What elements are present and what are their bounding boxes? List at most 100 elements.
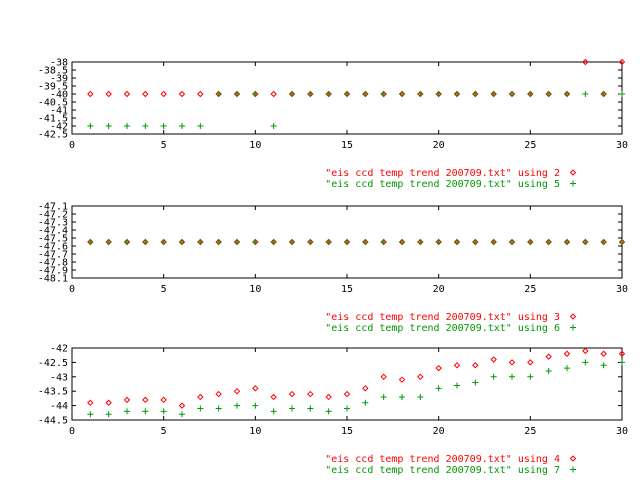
- data-point-plus: [564, 365, 570, 372]
- data-point-plus: [234, 91, 240, 97]
- data-point-plus: [490, 239, 497, 245]
- data-point-plus: [472, 239, 479, 245]
- y-tick-label: -42: [50, 344, 68, 355]
- data-point-diamond: [87, 90, 94, 98]
- data-point-plus: [564, 91, 570, 97]
- data-point-plus: [435, 91, 442, 97]
- data-point-plus: [124, 123, 130, 129]
- data-point-plus: [545, 368, 552, 375]
- legend-entry-label: "eis ccd temp trend 200709.txt" using 4: [325, 454, 560, 465]
- data-point-diamond: [160, 90, 167, 98]
- data-point-plus: [472, 379, 479, 386]
- data-point-plus: [527, 91, 534, 97]
- data-point-diamond: [123, 90, 131, 98]
- x-tick-label: 10: [249, 426, 261, 437]
- y-tick-label: -42: [50, 122, 68, 133]
- y-tick-label: -41: [50, 106, 68, 117]
- data-point-diamond: [472, 362, 479, 369]
- data-point-plus: [179, 239, 185, 245]
- data-point-diamond: [160, 396, 167, 404]
- data-point-plus: [160, 239, 167, 245]
- x-tick-label: 0: [69, 284, 75, 295]
- data-point-plus: [545, 91, 552, 97]
- x-tick-label: 30: [616, 426, 628, 437]
- data-point-plus: [490, 373, 497, 380]
- data-point-plus: [472, 91, 479, 97]
- data-point-diamond: [618, 58, 626, 66]
- data-point-diamond: [582, 58, 589, 66]
- data-point-plus: [600, 91, 607, 97]
- series-1: [87, 347, 626, 409]
- data-point-diamond: [545, 353, 552, 360]
- data-point-plus: [160, 123, 167, 129]
- y-tick-label: -44: [50, 401, 68, 412]
- data-point-plus: [417, 239, 424, 245]
- data-point-plus: [307, 239, 314, 245]
- legend-marker-plus: [570, 180, 576, 187]
- legend-entry-label: "eis ccd temp trend 200709.txt" using 2: [325, 168, 560, 179]
- y-tick-label: -47.9: [38, 266, 68, 277]
- data-point-plus: [234, 402, 240, 409]
- y-tick-label: -44.5: [38, 416, 68, 427]
- y-tick-label: -47.7: [38, 250, 68, 261]
- x-tick-label: 10: [249, 140, 261, 151]
- y-tick-label: -41.5: [38, 114, 68, 125]
- data-point-plus: [197, 239, 204, 245]
- data-point-plus: [124, 408, 130, 415]
- data-point-diamond: [380, 373, 387, 381]
- x-tick-label: 20: [433, 426, 445, 437]
- data-point-plus: [545, 239, 552, 245]
- data-point-diamond: [178, 90, 186, 98]
- data-point-plus: [582, 239, 589, 245]
- y-tick-label: -48.1: [38, 274, 68, 285]
- y-tick-label: -40: [50, 90, 68, 101]
- x-tick-label: 10: [249, 284, 261, 295]
- x-tick-label: 15: [341, 140, 353, 151]
- data-point-plus: [270, 123, 277, 129]
- data-point-plus: [215, 239, 222, 245]
- data-point-diamond: [435, 364, 442, 372]
- chart-panel-2: 0 5 10 15 20 25 30-47.1-47.2-47.3-47.4-47.5-47…: [38, 202, 628, 335]
- data-point-plus: [142, 408, 149, 415]
- x-tick-label: 5: [161, 140, 167, 151]
- x-tick-label: 25: [524, 426, 536, 437]
- data-point-plus: [289, 91, 295, 97]
- data-point-plus: [344, 405, 350, 412]
- data-point-diamond: [582, 347, 589, 355]
- data-point-diamond: [197, 393, 204, 401]
- data-point-diamond: [618, 350, 626, 357]
- legend-entry-label: "eis ccd temp trend 200709.txt" using 7: [325, 465, 560, 476]
- data-point-plus: [619, 91, 625, 97]
- y-tick-label: -47.1: [38, 202, 68, 213]
- data-point-plus: [234, 239, 240, 245]
- data-point-plus: [582, 91, 589, 97]
- data-point-diamond: [343, 390, 351, 398]
- data-point-plus: [619, 359, 625, 366]
- data-point-plus: [252, 239, 259, 245]
- x-tick-label: 25: [524, 284, 536, 295]
- data-point-plus: [289, 405, 295, 412]
- data-point-plus: [289, 239, 295, 245]
- data-point-diamond: [508, 359, 516, 366]
- data-point-plus: [435, 239, 442, 245]
- data-point-diamond: [600, 350, 607, 357]
- legend-entry-label: "eis ccd temp trend 200709.txt" using 3: [325, 312, 560, 323]
- data-point-diamond: [233, 387, 241, 395]
- y-tick-label: -43.5: [38, 387, 68, 398]
- data-point-plus: [380, 239, 387, 245]
- data-point-plus: [509, 91, 515, 97]
- data-point-plus: [325, 239, 332, 245]
- data-point-plus: [215, 405, 222, 412]
- data-point-plus: [362, 239, 369, 245]
- x-tick-label: 15: [341, 284, 353, 295]
- legend-entry-label: "eis ccd temp trend 200709.txt" using 6: [325, 323, 560, 334]
- y-tick-label: -42.5: [38, 358, 68, 369]
- data-point-plus: [87, 239, 94, 245]
- data-point-diamond: [527, 359, 534, 366]
- data-point-plus: [582, 359, 589, 366]
- data-point-diamond: [453, 362, 461, 369]
- data-point-plus: [179, 411, 185, 418]
- data-point-plus: [435, 385, 442, 392]
- data-point-diamond: [417, 373, 424, 381]
